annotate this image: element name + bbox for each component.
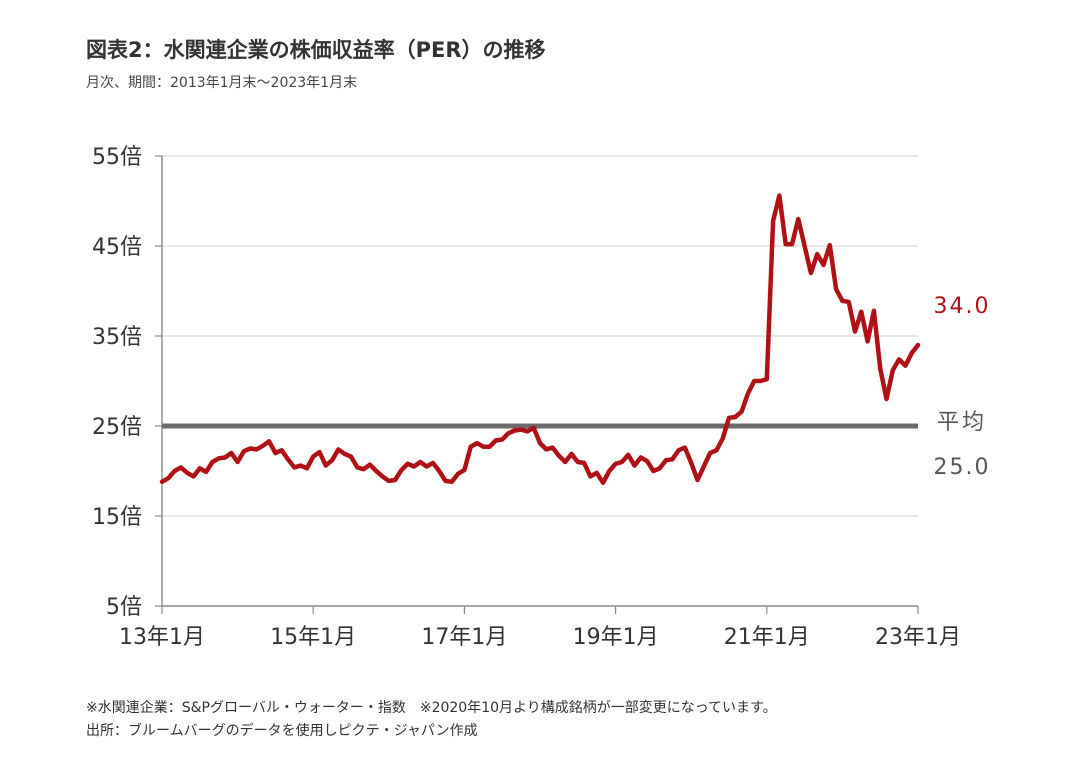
x-tick-label: 15年1月 xyxy=(270,625,356,650)
x-tick-label: 23年1月 xyxy=(875,625,961,650)
y-tick-label: 5倍 xyxy=(106,595,142,620)
chart-subtitle: 月次、期間：2013年1月末～2023年1月末 xyxy=(86,75,358,91)
y-tick-label: 45倍 xyxy=(92,235,142,260)
x-tick-label: 21年1月 xyxy=(724,625,810,650)
footnote-constituents: ※水関連企業：S&Pグローバル・ウォーター・指数 ※2020年10月より構成銘柄… xyxy=(86,700,777,716)
chart-title: 図表2：水関連企業の株価収益率（PER）の推移 xyxy=(86,38,546,62)
y-tick-label: 25倍 xyxy=(92,415,142,440)
series-end-value-label: 34.0 xyxy=(934,294,991,319)
y-tick-label: 55倍 xyxy=(92,145,142,170)
footnote-source: 出所：ブルームバーグのデータを使用しピクテ・ジャパン作成 xyxy=(86,723,478,739)
per-series-line xyxy=(159,193,921,485)
y-tick-label: 35倍 xyxy=(92,325,142,350)
x-tick-label: 13年1月 xyxy=(119,625,205,650)
average-value-label: 25.0 xyxy=(934,455,991,480)
x-tick-label: 19年1月 xyxy=(573,625,659,650)
y-tick-label: 15倍 xyxy=(92,505,142,530)
x-tick-label: 17年1月 xyxy=(421,625,507,650)
average-label: 平均 xyxy=(937,410,987,435)
